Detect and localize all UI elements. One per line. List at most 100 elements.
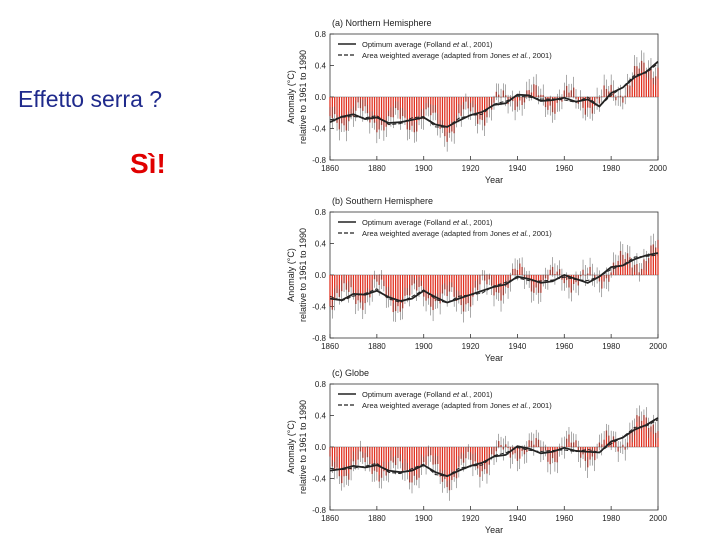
anomaly-bar [650,68,652,97]
x-tick-label: 1860 [321,342,339,351]
anomaly-bar [439,97,441,129]
anomaly-bar [657,67,659,97]
anomaly-bar [448,447,451,491]
anomaly-bar [643,62,645,97]
anomaly-bar [481,447,483,472]
x-tick-label: 1960 [555,514,573,523]
anomaly-bar [369,275,371,298]
anomaly-bar [380,447,383,478]
x-tick-label: 1940 [509,514,527,523]
x-tick-label: 1980 [602,514,620,523]
anomaly-bar [645,417,647,447]
area-weighted-average-line [329,254,659,304]
y-tick-label: -0.4 [312,303,326,312]
legend-text-italic: et al. [512,229,528,238]
anomaly-bar [483,447,486,470]
x-tick-label: 2000 [649,342,667,351]
anomaly-bar [453,447,455,477]
y-tick-label: 0.4 [315,62,327,71]
anomaly-bar [369,97,371,123]
anomaly-bar [364,275,366,304]
anomaly-bar [416,447,418,480]
anomaly-bar [458,275,460,298]
anomaly-bar [636,66,638,97]
anomaly-bar [486,97,488,118]
anomaly-bar [387,447,390,473]
anomaly-bar [376,97,378,133]
anomaly-bar [404,275,406,296]
anomaly-bar [420,275,423,286]
y-axis-label-secondary: relative to 1961 to 1990 [298,50,308,144]
slide-title: Effetto serra ? [18,86,163,112]
anomaly-bar [378,447,380,482]
anomaly-bar [455,447,458,479]
anomaly-bar [380,97,383,125]
legend-text-italic: et al. [512,401,528,410]
legend-text: Area weighted average (adapted from Jone… [362,51,512,60]
anomaly-bar [341,447,343,484]
x-tick-label: 1980 [602,164,620,173]
anomaly-bar [451,275,453,288]
anomaly-bar [446,97,448,142]
anomaly-bar [652,77,654,97]
chart-northern-hemisphere: (a) Northern Hemisphere -0.8 -0.4 0.0 0.4 0.8… [286,18,667,185]
anomaly-bar [355,447,357,465]
anomaly-bar [465,275,467,305]
anomaly-bar [481,97,483,121]
anomaly-bar [638,68,640,97]
anomaly-bar [331,275,333,310]
y-tick-label: 0.0 [315,443,327,452]
y-tick-label: 0.0 [315,271,327,280]
anomaly-bar [334,447,336,471]
anomaly-bar [336,97,338,123]
y-tick-label: -0.8 [312,156,326,165]
legend-text: Optimum average (Folland [362,218,453,227]
legend-text: , 2001) [528,229,552,238]
anomaly-bar [437,447,439,464]
anomaly-bar [392,275,394,313]
anomaly-bar [413,447,415,476]
anomaly-bar [336,275,338,294]
anomaly-bar [441,97,444,127]
chart-title: (a) Northern Hemisphere [332,18,432,28]
anomaly-bar [455,97,458,122]
legend-text: Optimum average (Folland [362,40,453,49]
anomaly-bar [498,275,500,293]
anomaly-bar [409,447,411,483]
x-tick-label: 1900 [415,342,433,351]
anomaly-bar [495,275,497,293]
anomaly-bar [619,250,622,275]
anomaly-bar [636,415,638,447]
chart-panel-globe: (c) Globe -0.8 -0.4 0.0 0.4 0.8 1860 1880 1900 19… [278,362,670,540]
legend-text: , 2001) [528,51,552,60]
x-tick-label: 1980 [602,342,620,351]
x-tick-label: 1960 [555,164,573,173]
legend-entry: Optimum average (Folland et al., 2001) [362,390,493,399]
anomaly-bar [350,97,352,115]
anomaly-bar [453,275,455,297]
anomaly-bar [439,275,441,304]
anomaly-bar [423,97,425,120]
anomaly-bar [479,97,481,120]
anomaly-bar [645,72,647,97]
anomaly-bar [397,275,399,307]
y-axis-label: Anomaly (°C) [286,420,296,474]
x-tick-label: 1860 [321,164,339,173]
legend-text-italic: et al. [453,218,469,227]
y-tick-label: -0.4 [312,125,326,134]
legend-text: , 2001) [528,401,552,410]
anomaly-bar [547,97,549,110]
x-tick-label: 1920 [462,164,480,173]
legend-text: , 2001) [469,40,493,49]
y-tick-label: 0.0 [315,93,327,102]
anomaly-bar [385,97,387,127]
anomaly-bar [341,97,343,124]
anomaly-bar [404,97,406,118]
anomaly-bar [472,275,474,297]
anomaly-bar [394,275,397,312]
legend-entry: Area weighted average (adapted from Jone… [362,51,552,60]
anomaly-bar [385,275,387,298]
anomaly-bar [348,97,350,122]
anomaly-bar [624,259,626,275]
anomaly-bar [432,97,434,113]
